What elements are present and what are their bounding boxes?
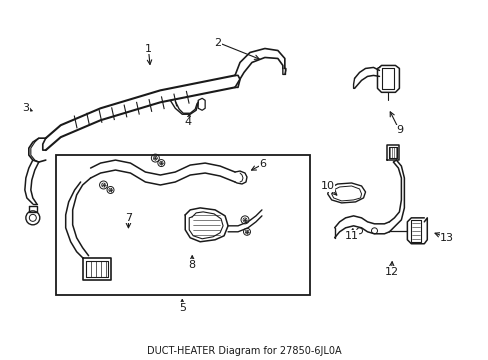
Text: 5: 5 bbox=[179, 302, 185, 312]
Text: DUCT-HEATER Diagram for 27850-6JL0A: DUCT-HEATER Diagram for 27850-6JL0A bbox=[147, 346, 341, 356]
Bar bbox=[56, 155, 309, 294]
Text: 4: 4 bbox=[184, 117, 191, 127]
Text: 8: 8 bbox=[188, 260, 195, 270]
Text: 9: 9 bbox=[395, 125, 402, 135]
Text: 10: 10 bbox=[320, 181, 334, 191]
Text: 13: 13 bbox=[439, 233, 453, 243]
Text: 2: 2 bbox=[214, 37, 221, 48]
Text: 12: 12 bbox=[384, 267, 398, 276]
Text: 6: 6 bbox=[259, 159, 266, 169]
Text: 3: 3 bbox=[22, 103, 29, 113]
Text: 11: 11 bbox=[344, 231, 358, 241]
Text: 1: 1 bbox=[144, 44, 152, 54]
Text: 7: 7 bbox=[124, 213, 132, 223]
